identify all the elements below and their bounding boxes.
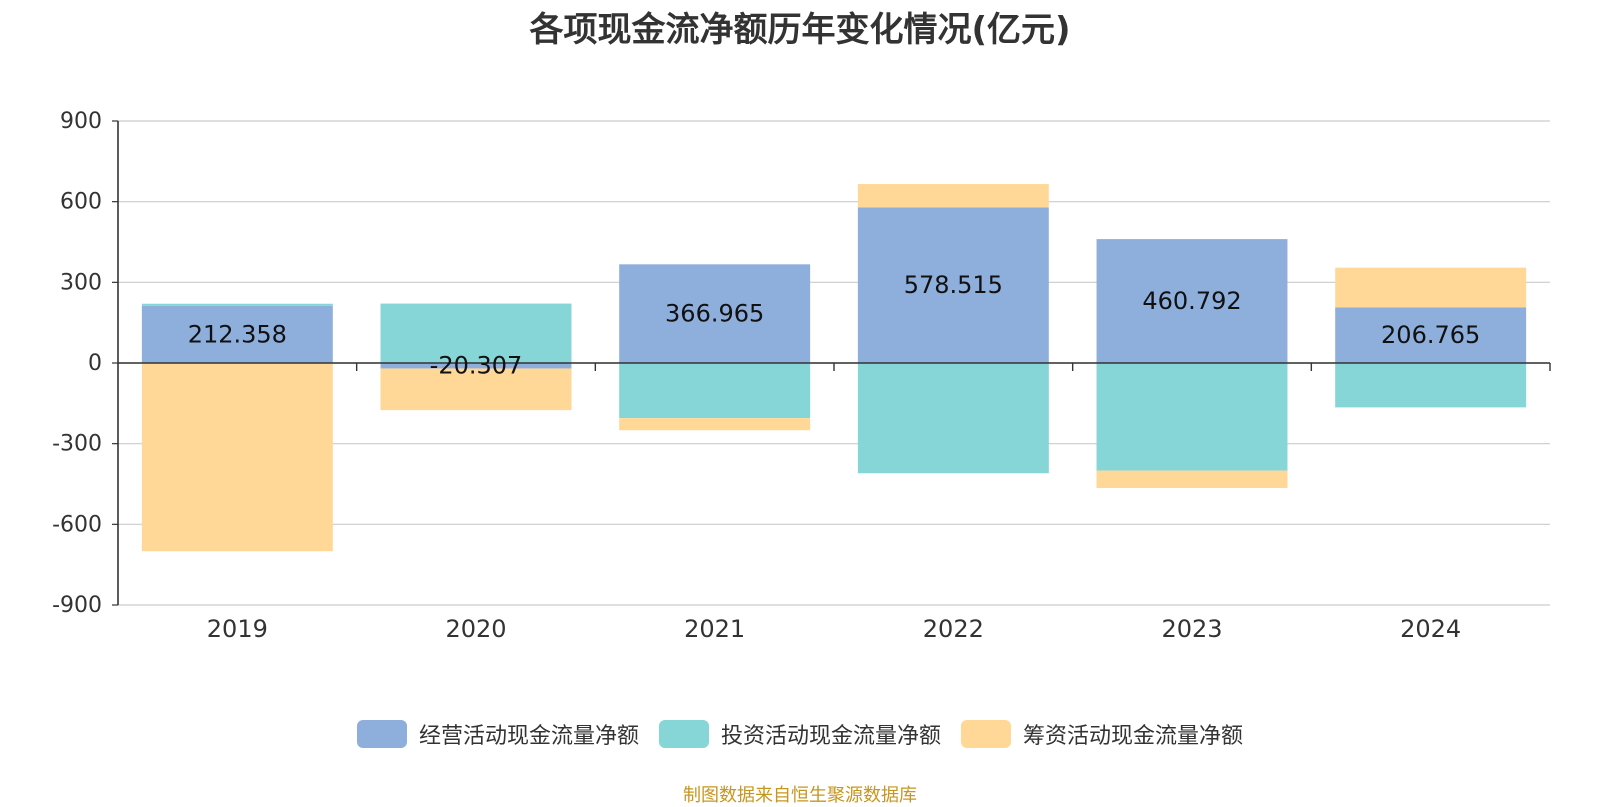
bar-financing: [1096, 470, 1288, 489]
bar-investing: [141, 303, 333, 306]
x-tick-label: 2021: [684, 615, 745, 643]
legend-label-operating: 经营活动现金流量净额: [418, 724, 639, 749]
y-tick-label: 300: [60, 270, 102, 295]
data-label: 366.965: [665, 300, 764, 328]
data-label: 212.358: [188, 320, 287, 348]
x-tick-label: 2023: [1161, 615, 1222, 643]
bar-financing: [1335, 267, 1527, 308]
legend-label-financing: 筹资活动现金流量净额: [1023, 724, 1244, 749]
legend-swatch-operating: [356, 720, 407, 748]
bar-financing: [619, 418, 811, 431]
source-note: 制图数据来自恒生聚源数据库: [683, 785, 917, 806]
bar-operating: [1335, 307, 1527, 363]
bar-investing: [1335, 363, 1527, 408]
legend-swatch-financing: [961, 720, 1011, 748]
y-tick-label: 0: [88, 351, 102, 376]
legend-item-investing[interactable]: 投资活动现金流量净额: [658, 718, 941, 750]
x-tick-label: 2019: [207, 615, 268, 643]
y-tick-label: -600: [52, 512, 102, 537]
legend: 经营活动现金流量净额 投资活动现金流量净额 筹资活动现金流量净额: [0, 718, 1600, 750]
bar-operating: [857, 207, 1049, 363]
legend-item-financing[interactable]: 筹资活动现金流量净额: [961, 718, 1243, 750]
bar-financing: [380, 368, 572, 411]
y-tick-label: -900: [52, 593, 102, 618]
bar-financing: [857, 184, 1049, 208]
legend-label-investing: 投资活动现金流量净额: [720, 724, 941, 749]
legend-item-operating[interactable]: 经营活动现金流量净额: [356, 718, 639, 750]
data-label: 578.515: [904, 271, 1003, 299]
bar-financing: [141, 363, 333, 552]
bar-investing: [380, 303, 572, 363]
data-label: -20.307: [430, 352, 523, 380]
data-label: 206.765: [1381, 321, 1480, 349]
bar-operating: [1096, 239, 1288, 363]
chart-title: 各项现金流净额历年变化情况(亿元): [529, 10, 1071, 50]
bar-investing: [857, 363, 1049, 474]
data-label: 460.792: [1142, 287, 1241, 315]
x-tick-label: 2022: [923, 615, 984, 643]
y-tick-label: 600: [60, 190, 102, 215]
y-tick-label: 900: [60, 109, 102, 134]
bar-investing: [1096, 363, 1288, 471]
y-tick-label: -300: [52, 432, 102, 457]
x-tick-label: 2024: [1400, 615, 1461, 643]
bar-investing: [619, 363, 811, 419]
x-tick-label: 2020: [445, 615, 506, 643]
bar-operating: [141, 305, 333, 363]
legend-swatch-investing: [658, 720, 709, 748]
bar-operating: [619, 264, 811, 363]
bar-operating: [380, 363, 572, 369]
